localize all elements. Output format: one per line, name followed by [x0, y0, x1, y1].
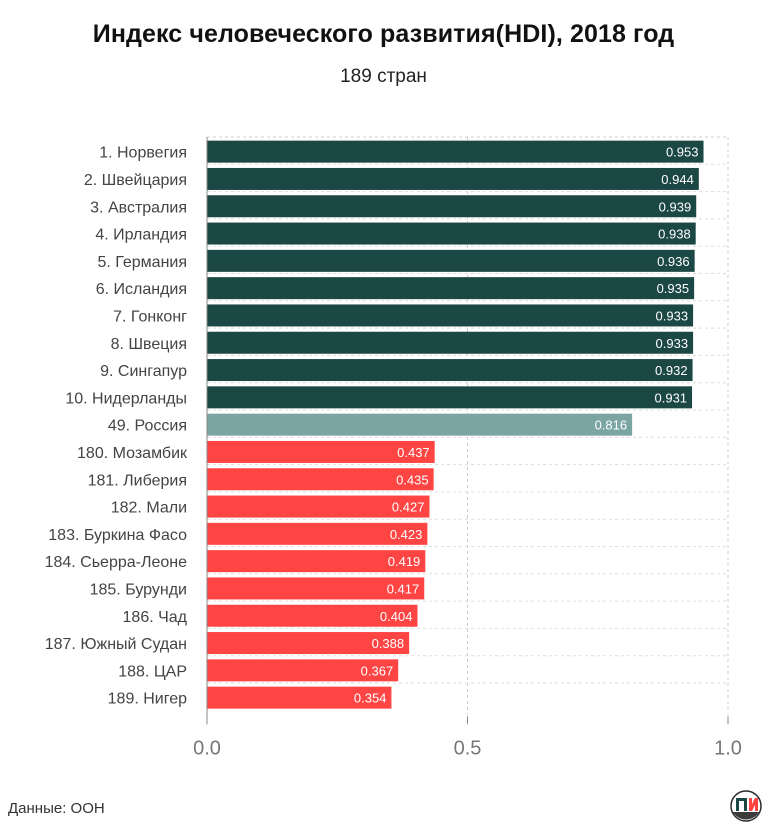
x-tick-label: 0.5 — [454, 737, 482, 759]
bar-value-label: 0.417 — [387, 581, 420, 596]
category-label: 180. Мозамбик — [77, 445, 188, 462]
bar-value-label: 0.427 — [392, 500, 425, 515]
x-tick-label: 1.0 — [714, 737, 742, 759]
category-label: 183. Буркина Фасо — [48, 527, 187, 544]
category-label: 5. Германия — [97, 254, 187, 271]
category-label: 1. Норвегия — [99, 145, 187, 162]
bar-value-label: 0.367 — [361, 663, 394, 678]
bar — [207, 413, 633, 436]
bar-value-label: 0.932 — [655, 363, 688, 378]
x-tick-label: 0.0 — [193, 737, 221, 759]
bar — [207, 249, 695, 272]
category-label: 49. Россия — [108, 418, 187, 435]
bar-value-label: 0.931 — [655, 390, 688, 405]
bar — [207, 468, 434, 491]
bar — [207, 167, 699, 190]
chart-title: Индекс человеческого развития(HDI), 2018… — [92, 20, 675, 48]
bar-value-label: 0.944 — [661, 172, 694, 187]
bar-value-label: 0.936 — [657, 254, 690, 269]
category-label: 186. Чад — [123, 609, 188, 626]
category-label: 10. Нидерланды — [65, 390, 187, 407]
bar-value-label: 0.404 — [380, 609, 413, 624]
bar-value-label: 0.388 — [372, 636, 405, 651]
bar — [207, 659, 399, 682]
bar — [207, 577, 425, 600]
bar-value-label: 0.816 — [595, 418, 628, 433]
bar-value-label: 0.939 — [659, 199, 692, 214]
category-label: 187. Южный Судан — [45, 636, 187, 653]
category-label: 9. Сингапур — [100, 363, 187, 380]
category-label: 188. ЦАР — [118, 663, 187, 680]
bar-value-label: 0.423 — [390, 527, 423, 542]
bar — [207, 495, 430, 518]
pi-logo-icon — [730, 790, 762, 822]
bar-value-label: 0.938 — [658, 227, 691, 242]
bar-value-label: 0.354 — [354, 691, 387, 706]
category-label: 185. Бурунди — [90, 581, 187, 598]
bar-value-label: 0.437 — [397, 445, 430, 460]
category-label: 181. Либерия — [88, 472, 187, 489]
bar — [207, 550, 426, 573]
bar — [207, 386, 693, 409]
category-label: 182. Мали — [111, 500, 187, 517]
category-label: 7. Гонконг — [113, 308, 187, 325]
chart-subtitle: 189 стран — [340, 66, 427, 87]
category-label: 4. Ирландия — [95, 227, 187, 244]
bar — [207, 304, 694, 327]
bar — [207, 632, 410, 655]
bar-value-label: 0.419 — [388, 554, 421, 569]
bar — [207, 277, 695, 300]
bar-value-label: 0.933 — [656, 336, 689, 351]
bar — [207, 331, 694, 354]
bar — [207, 222, 696, 245]
category-label: 8. Швеция — [111, 336, 187, 353]
hdi-bar-chart: 0.953 1. Норвегия 0.944 2. Швейцария 0.939 3.… — [45, 136, 742, 759]
bar-value-label: 0.435 — [396, 472, 429, 487]
category-label: 184. Сьерра-Леоне — [45, 554, 188, 571]
bar — [207, 359, 693, 382]
category-label: 189. Нигер — [108, 691, 187, 708]
bar-value-label: 0.933 — [656, 308, 689, 323]
category-label: 2. Швейцария — [84, 172, 187, 189]
bar-value-label: 0.953 — [666, 145, 699, 160]
bar — [207, 140, 704, 163]
data-source: Данные: ООН — [8, 800, 105, 817]
bar — [207, 604, 418, 627]
category-label: 6. Исландия — [96, 281, 187, 298]
bar — [207, 440, 435, 463]
bar — [207, 195, 697, 218]
bar — [207, 686, 392, 709]
category-label: 3. Австралия — [90, 199, 187, 216]
bar-value-label: 0.935 — [657, 281, 690, 296]
bar — [207, 522, 428, 545]
